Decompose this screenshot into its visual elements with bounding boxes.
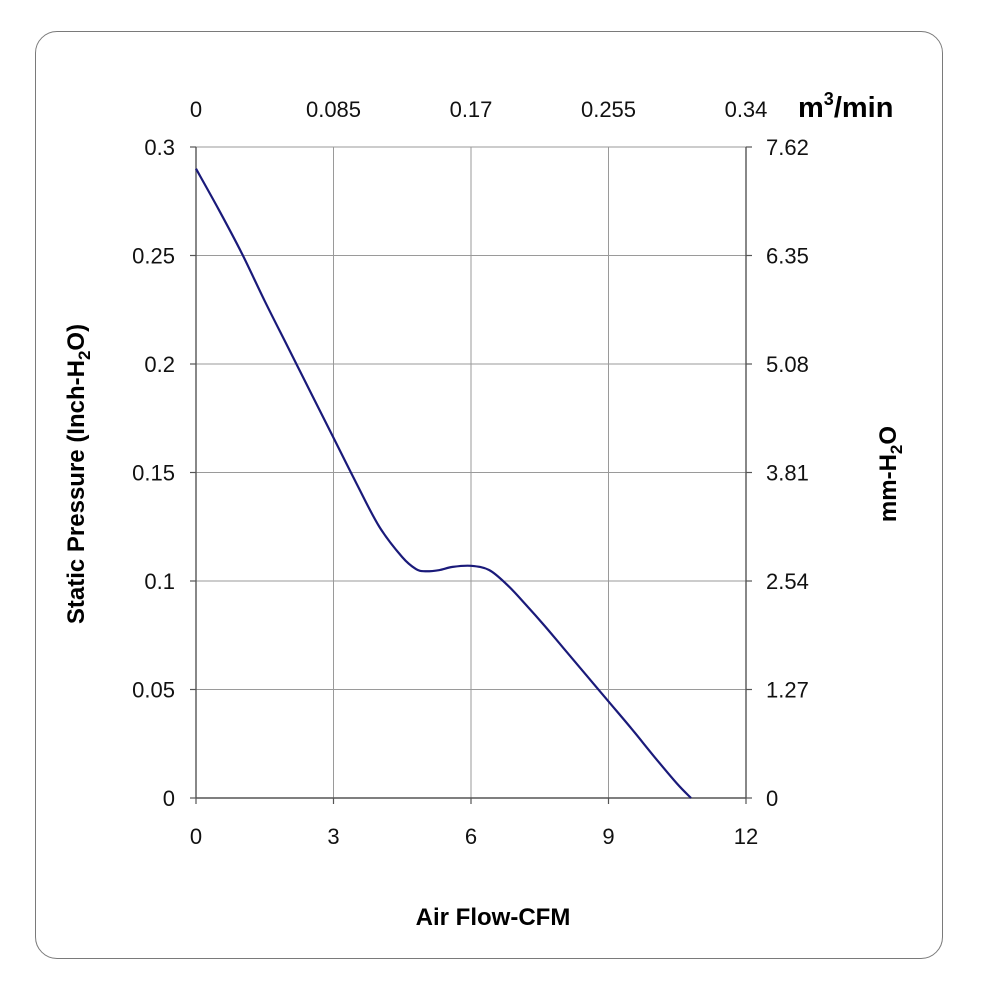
y2-tick-label: 2.54	[766, 569, 809, 594]
y-axis-title: Static Pressure (Inch-H2O)	[63, 324, 94, 624]
x2-tick-label: 0	[190, 97, 202, 122]
x2-tick-label: 0.085	[306, 97, 361, 122]
y2-axis-title: mm-H2O	[875, 426, 906, 522]
x-tick-label: 3	[327, 824, 339, 849]
x-axis-title: Air Flow-CFM	[416, 904, 571, 931]
x2-tick-label: 0.255	[581, 97, 636, 122]
y-tick-label: 0	[163, 786, 175, 811]
y2-tick-label: 6.35	[766, 244, 809, 269]
y-tick-label: 0.3	[144, 135, 175, 160]
x2-tick-label: 0.34	[725, 97, 768, 122]
y-tick-label: 0.25	[132, 244, 175, 269]
y2-tick-label: 5.08	[766, 352, 809, 377]
y2-tick-label: 1.27	[766, 678, 809, 703]
x2-axis-title: m3/min	[798, 89, 893, 124]
y-tick-label: 0.15	[132, 461, 175, 486]
pressure-curve-line	[195, 168, 692, 799]
y-tick-label: 0.1	[144, 569, 175, 594]
y-tick-label: 0.05	[132, 678, 175, 703]
x-tick-label: 6	[465, 824, 477, 849]
x-tick-label: 0	[190, 824, 202, 849]
y2-tick-label: 7.62	[766, 135, 809, 160]
y-tick-label: 0.2	[144, 352, 175, 377]
x-tick-label: 9	[602, 824, 614, 849]
y2-tick-label: 3.81	[766, 461, 809, 486]
y2-tick-label: 0	[766, 786, 778, 811]
x-tick-label: 12	[734, 824, 758, 849]
x2-tick-label: 0.17	[450, 97, 493, 122]
